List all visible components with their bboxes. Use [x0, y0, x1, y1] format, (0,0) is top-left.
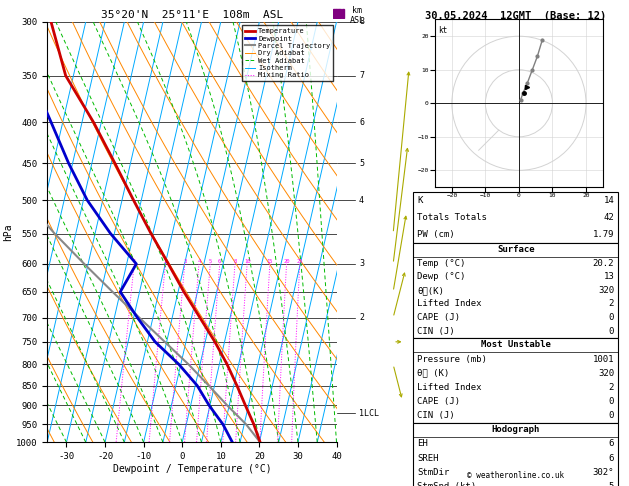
Text: θ₞(K): θ₞(K)	[418, 286, 444, 295]
Text: 1.79: 1.79	[593, 230, 614, 239]
Text: 2: 2	[609, 383, 614, 392]
Text: 2: 2	[609, 299, 614, 309]
Text: 320: 320	[598, 369, 614, 378]
Text: 6: 6	[218, 259, 221, 264]
Bar	[333, 9, 336, 18]
Text: CAPE (J): CAPE (J)	[418, 313, 460, 322]
Text: 25: 25	[296, 259, 303, 264]
Text: 13: 13	[603, 272, 614, 281]
Text: 5: 5	[359, 159, 364, 168]
Text: 0: 0	[609, 327, 614, 335]
Text: 302°: 302°	[593, 468, 614, 477]
Text: ASL: ASL	[350, 17, 364, 25]
X-axis label: Dewpoint / Temperature (°C): Dewpoint / Temperature (°C)	[113, 464, 271, 474]
Text: StmSpd (kt): StmSpd (kt)	[418, 482, 477, 486]
Text: 1LCL: 1LCL	[359, 409, 379, 417]
Text: 10: 10	[244, 259, 250, 264]
Bar	[413, 423, 618, 486]
Text: 0: 0	[609, 313, 614, 322]
Y-axis label: hPa: hPa	[3, 223, 13, 241]
Text: 1: 1	[133, 259, 136, 264]
Text: Most Unstable: Most Unstable	[481, 340, 551, 349]
Text: CAPE (J): CAPE (J)	[418, 397, 460, 406]
Text: 42: 42	[603, 213, 614, 222]
Text: 6: 6	[609, 453, 614, 463]
Text: 7: 7	[359, 71, 364, 80]
Text: 30.05.2024  12GMT  (Base: 12): 30.05.2024 12GMT (Base: 12)	[425, 11, 606, 21]
Text: 20.2: 20.2	[593, 259, 614, 268]
Bar	[413, 243, 618, 338]
Bar	[339, 9, 342, 18]
Text: SREH: SREH	[418, 453, 439, 463]
Text: km: km	[352, 6, 362, 15]
Text: 8: 8	[359, 17, 364, 26]
Title: 35°20'N  25°11'E  108m  ASL: 35°20'N 25°11'E 108m ASL	[101, 10, 283, 20]
Text: Hodograph: Hodograph	[492, 425, 540, 434]
Text: 8: 8	[233, 259, 237, 264]
Text: Lifted Index: Lifted Index	[418, 383, 482, 392]
Text: 6: 6	[359, 118, 364, 127]
Bar	[413, 192, 618, 243]
Text: 0: 0	[609, 411, 614, 420]
Text: Totals Totals: Totals Totals	[418, 213, 487, 222]
Text: 2: 2	[164, 259, 167, 264]
Text: 320: 320	[598, 286, 614, 295]
Text: kt: kt	[438, 26, 448, 35]
Text: 1001: 1001	[593, 354, 614, 364]
Text: © weatheronline.co.uk: © weatheronline.co.uk	[467, 471, 564, 480]
Text: CIN (J): CIN (J)	[418, 411, 455, 420]
Text: 0: 0	[609, 397, 614, 406]
Text: Dewp (°C): Dewp (°C)	[418, 272, 466, 281]
Text: CIN (J): CIN (J)	[418, 327, 455, 335]
Text: Temp (°C): Temp (°C)	[418, 259, 466, 268]
Text: 4: 4	[359, 196, 364, 205]
Text: 6: 6	[609, 439, 614, 449]
Text: 14: 14	[603, 196, 614, 205]
Text: 20: 20	[283, 259, 290, 264]
Text: θ₞ (K): θ₞ (K)	[418, 369, 450, 378]
Bar	[413, 338, 618, 423]
Text: StmDir: StmDir	[418, 468, 450, 477]
Bar	[337, 9, 338, 18]
Legend: Temperature, Dewpoint, Parcel Trajectory, Dry Adiabat, Wet Adiabat, Isotherm, Mi: Temperature, Dewpoint, Parcel Trajectory…	[242, 25, 333, 81]
Text: 5: 5	[209, 259, 212, 264]
Text: 4: 4	[198, 259, 201, 264]
Text: Lifted Index: Lifted Index	[418, 299, 482, 309]
Text: PW (cm): PW (cm)	[418, 230, 455, 239]
Text: 3: 3	[183, 259, 186, 264]
Text: Pressure (mb): Pressure (mb)	[418, 354, 487, 364]
Text: K: K	[418, 196, 423, 205]
Text: 15: 15	[267, 259, 273, 264]
Bar	[342, 9, 344, 18]
Text: Surface: Surface	[497, 245, 535, 254]
Text: EH: EH	[418, 439, 428, 449]
Text: 2: 2	[359, 313, 364, 322]
Text: 5: 5	[609, 482, 614, 486]
Text: 3: 3	[359, 260, 364, 268]
